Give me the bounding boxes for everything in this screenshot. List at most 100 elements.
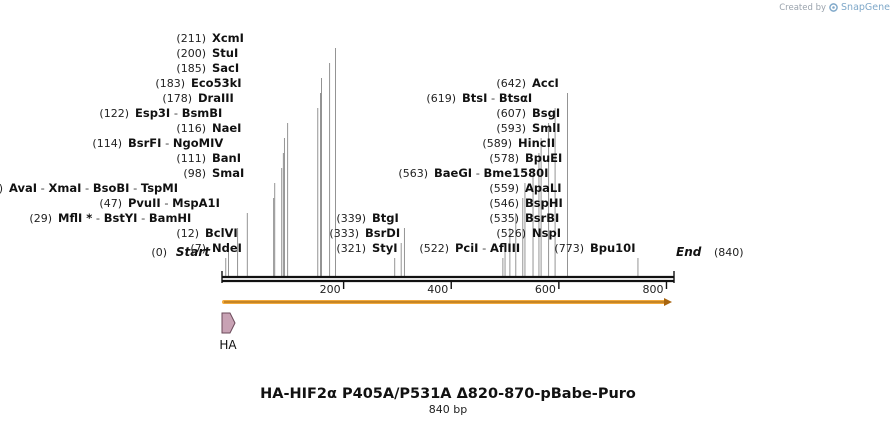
credit-prefix: Created by	[779, 2, 827, 13]
site-label[interactable]: (29) MflI * - BstYI - BamHI	[29, 211, 191, 225]
ha-feature-arrow[interactable]	[221, 312, 236, 334]
site-label[interactable]: (321) StyI	[336, 241, 397, 255]
svg-text:PciI - AflIII: PciI - AflIII	[455, 241, 520, 255]
site-position: (535)	[489, 212, 519, 225]
site-label[interactable]: (200) StuI	[176, 46, 238, 60]
site-label[interactable]: (114) BsrFI - NgoMIV	[92, 136, 223, 150]
site-name: SmlI	[532, 121, 561, 135]
site-name-separator: -	[161, 196, 172, 210]
site-name: MflI *	[58, 211, 92, 225]
site-label[interactable]: (773) Bpu10I	[554, 241, 635, 255]
site-label[interactable]: (96) AvaI - XmaI - BsoBI - TspMI	[0, 181, 178, 195]
site-label[interactable]: (593) SmlI	[496, 121, 560, 135]
site-position: (114)	[92, 137, 122, 150]
site-label[interactable]: (522) PciI - AflIII	[419, 241, 520, 255]
end-position-label: (840)	[714, 246, 744, 259]
svg-text:MflI * - BstYI - BamHI: MflI * - BstYI - BamHI	[58, 211, 191, 225]
site-label[interactable]: (642) AccI	[496, 76, 558, 90]
site-name-separator: -	[137, 211, 148, 225]
site-name: StyI	[372, 241, 398, 255]
site-name: XmaI	[49, 181, 82, 195]
site-label[interactable]: (47) PvuII - MspA1I	[99, 196, 219, 210]
site-name: XcmI	[212, 31, 244, 45]
site-name-separator: -	[161, 136, 172, 150]
site-name: NdeI	[212, 241, 242, 255]
svg-text:BsrDI: BsrDI	[365, 226, 400, 240]
site-name: Esp3I	[135, 106, 170, 120]
site-name: BsrDI	[365, 226, 400, 240]
svg-text:SmaI: SmaI	[212, 166, 244, 180]
site-name-separator: -	[92, 211, 103, 225]
site-label[interactable]: (619) BtsI - BtsαI	[426, 91, 532, 105]
ruler-tick-label: 600	[535, 283, 556, 296]
ha-feature-label: HA	[219, 338, 237, 352]
site-name: BstYI	[104, 211, 138, 225]
site-label[interactable]: (526) NspI	[496, 226, 561, 240]
site-position: (47)	[99, 197, 122, 210]
site-position: (563)	[398, 167, 428, 180]
site-label[interactable]: (183) Eco53kI	[155, 76, 241, 90]
site-labels: (7) NdeI (12) BclVI (29) MflI * - BstYI - Bam…	[0, 31, 635, 255]
svg-text:BtgI: BtgI	[372, 211, 399, 225]
site-name: BclVI	[205, 226, 238, 240]
site-label[interactable]: (211) XcmI	[176, 31, 244, 45]
site-name: AvaI	[9, 181, 37, 195]
svg-text:BpuEI: BpuEI	[525, 151, 562, 165]
site-position: (559)	[489, 182, 519, 195]
site-name: BsmBI	[182, 106, 223, 120]
svg-text:NdeI: NdeI	[212, 241, 242, 255]
svg-text:AccI: AccI	[532, 76, 559, 90]
site-label[interactable]: (563) BaeGI - Bme1580I	[398, 166, 548, 180]
site-label[interactable]: (546) BspHI	[489, 196, 562, 210]
site-position: (7)	[190, 242, 206, 255]
svg-text:SmlI: SmlI	[532, 121, 561, 135]
svg-text:BsrFI - NgoMIV: BsrFI - NgoMIV	[128, 136, 223, 150]
svg-text:Bpu10I: Bpu10I	[590, 241, 635, 255]
site-name: BsgI	[532, 106, 560, 120]
start-label: Start	[176, 245, 211, 259]
site-label[interactable]: (178) DraIII	[162, 91, 233, 105]
orf-arrow[interactable]	[222, 298, 672, 306]
site-position: (211)	[176, 32, 206, 45]
site-label[interactable]: (589) HincII	[482, 136, 555, 150]
svg-text:BaeGI - Bme1580I: BaeGI - Bme1580I	[434, 166, 548, 180]
site-label[interactable]: (111) BanI	[176, 151, 241, 165]
ruler-tick-label: 800	[642, 283, 663, 296]
site-name-separator: -	[478, 241, 489, 255]
site-position: (111)	[176, 152, 206, 165]
svg-text:PvuII - MspA1I: PvuII - MspA1I	[128, 196, 220, 210]
site-position: (98)	[183, 167, 206, 180]
svg-text:BclVI: BclVI	[205, 226, 238, 240]
site-label[interactable]: (12) BclVI	[176, 226, 237, 240]
site-label[interactable]: (185) SacI	[176, 61, 239, 75]
site-label[interactable]: (607) BsgI	[496, 106, 560, 120]
site-label[interactable]: (116) NaeI	[176, 121, 241, 135]
ruler-ticks: 200 400 600 800	[320, 282, 668, 296]
svg-text:BtsI - BtsαI: BtsI - BtsαI	[462, 91, 532, 105]
svg-text:Eco53kI: Eco53kI	[191, 76, 242, 90]
site-position: (122)	[99, 107, 129, 120]
site-name-separator: -	[472, 166, 483, 180]
snapgene-logo-icon	[829, 3, 838, 12]
site-position: (321)	[336, 242, 366, 255]
site-label[interactable]: (578) BpuEI	[489, 151, 562, 165]
site-position: (12)	[176, 227, 199, 240]
site-position: (773)	[554, 242, 584, 255]
site-label[interactable]: (7) NdeI	[190, 241, 242, 255]
site-name: StuI	[212, 46, 238, 60]
svg-text:DraIII: DraIII	[198, 91, 234, 105]
site-name-separator: -	[170, 106, 181, 120]
site-name: NaeI	[212, 121, 241, 135]
site-label[interactable]: (122) Esp3I - BsmBI	[99, 106, 222, 120]
site-label[interactable]: (559) ApaLI	[489, 181, 561, 195]
svg-text:SacI: SacI	[212, 61, 239, 75]
site-position: (339)	[336, 212, 366, 225]
site-label[interactable]: (333) BsrDI	[329, 226, 400, 240]
svg-text:BsgI: BsgI	[532, 106, 560, 120]
site-label[interactable]: (339) BtgI	[336, 211, 398, 225]
site-label[interactable]: (535) BsrBI	[489, 211, 559, 225]
site-name: HincII	[518, 136, 555, 150]
site-label[interactable]: (98) SmaI	[183, 166, 244, 180]
site-name: TspMI	[141, 181, 178, 195]
site-name: PvuII	[128, 196, 161, 210]
